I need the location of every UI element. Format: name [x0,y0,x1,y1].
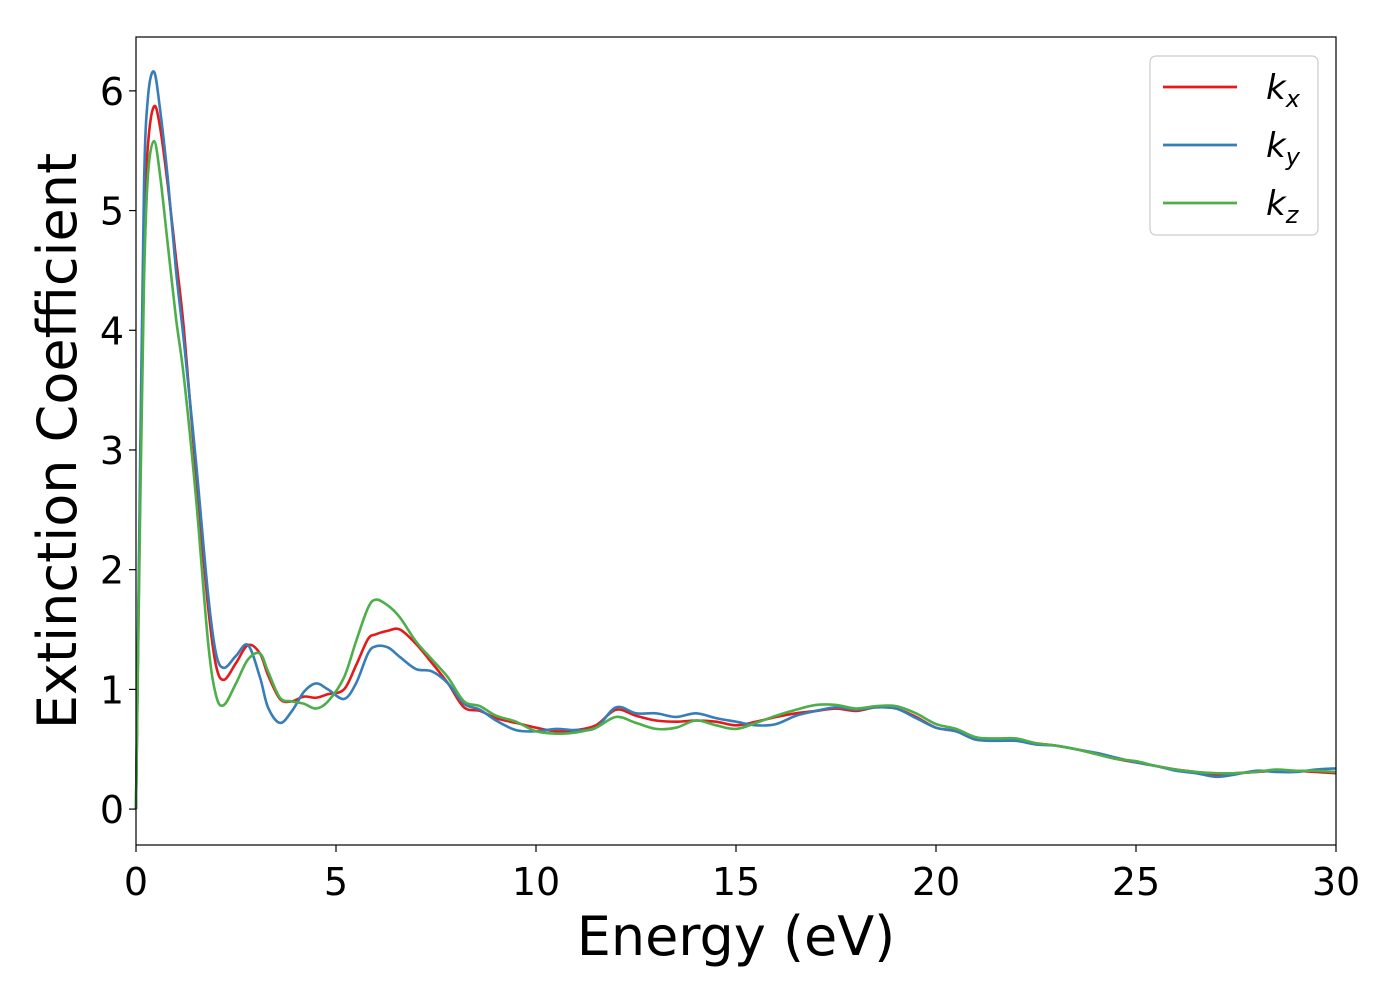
legend-label-kx: kx [1266,68,1301,113]
x-tick-label: 15 [712,860,760,904]
x-tick-label: 25 [1112,860,1160,904]
y-tick-label: 2 [100,549,124,593]
y-tick-label: 5 [100,190,124,234]
legend-label-base: k [1266,68,1287,108]
series-line-kz [134,139,1337,810]
y-tick-label: 6 [100,70,124,114]
x-axis-ticks: 0 5 10 15 20 25 30 [124,845,1360,904]
legend-label-base: k [1266,126,1287,166]
y-axis-ticks: 0 1 2 3 4 5 6 [100,70,136,832]
legend-label-ky: ky [1266,126,1301,171]
legend-label-base: k [1266,184,1287,224]
y-tick-label: 0 [100,788,124,832]
x-tick-label: 30 [1312,860,1360,904]
legend-label-subscript: z [1285,201,1300,229]
y-axis-title: Extinction Coefficient [26,153,89,729]
legend-label-subscript: y [1285,143,1301,171]
x-axis-title: Energy (eV) [577,905,896,968]
plot-lines [134,70,1337,810]
y-tick-label: 3 [100,429,124,473]
y-tick-label: 1 [100,668,124,712]
legend-label-subscript: x [1285,85,1301,113]
x-tick-label: 20 [912,860,960,904]
x-tick-label: 5 [324,860,348,904]
x-tick-label: 10 [512,860,560,904]
x-tick-label: 0 [124,860,148,904]
y-tick-label: 4 [100,309,124,353]
legend-label-kz: kz [1266,184,1300,229]
